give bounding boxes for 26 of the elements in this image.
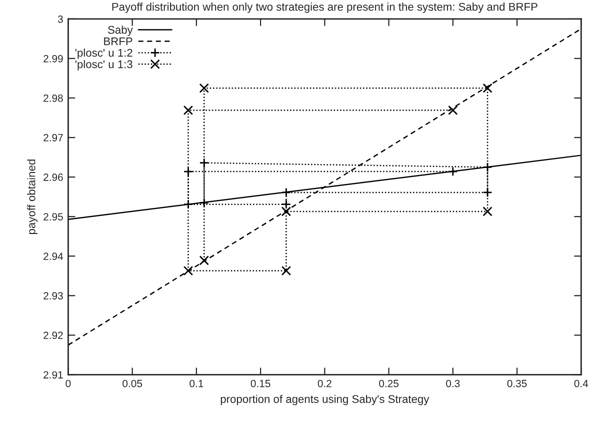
- x-axis-title: proportion of agents using Saby's Strategy: [220, 394, 430, 406]
- legend-label: BRFP: [104, 37, 132, 46]
- x-tick-label: 0.15: [250, 380, 270, 388]
- y-tick-label: 2.95: [44, 213, 63, 220]
- legend-label: 'plosc' u 1:2: [75, 48, 132, 59]
- chart-title: Payoff distribution when only two strategies are present in the system: Saby and BRFP: [112, 2, 538, 13]
- x-tick-label: 0.3: [446, 380, 460, 388]
- x-tick-label: 0.2: [318, 380, 332, 388]
- y-tick-label: 2.94: [44, 252, 64, 260]
- x-tick-label: 0.35: [507, 380, 527, 388]
- x-tick-label: 0.1: [190, 380, 204, 388]
- y-tick-label: 2.98: [44, 94, 63, 102]
- legend-label: Saby: [108, 26, 133, 36]
- x-tick-label: 0.25: [379, 380, 398, 388]
- y-tick-label: 3: [58, 15, 63, 23]
- y-tick-label: 2.99: [44, 54, 63, 62]
- y-tick-label: 2.91: [44, 371, 63, 379]
- x-tick-label: 0.4: [574, 380, 588, 388]
- y-tick-label: 2.92: [44, 332, 63, 340]
- y-tick-label: 2.93: [44, 292, 63, 300]
- y-tick-label: 2.96: [44, 174, 63, 181]
- y-axis-title: payoff obtained: [27, 160, 38, 234]
- x-tick-label: 0.05: [122, 380, 142, 388]
- y-tick-label: 2.97: [44, 134, 63, 142]
- x-tick-label: 0: [66, 380, 71, 388]
- legend-label: 'plosc' u 1:3: [75, 60, 132, 70]
